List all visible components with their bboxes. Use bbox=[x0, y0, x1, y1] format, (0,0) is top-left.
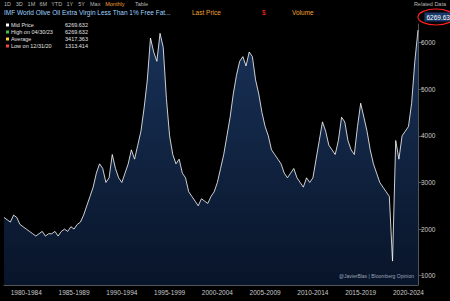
svg-text:Low on 12/31/20: Low on 12/31/20 bbox=[11, 43, 52, 49]
svg-text:2020-2024: 2020-2024 bbox=[393, 289, 424, 296]
svg-text:Max: Max bbox=[90, 1, 101, 7]
svg-text:4000: 4000 bbox=[421, 132, 436, 139]
svg-text:1313.414: 1313.414 bbox=[65, 43, 88, 49]
svg-text:2005-2009: 2005-2009 bbox=[250, 289, 281, 296]
svg-text:High on 04/30/23: High on 04/30/23 bbox=[11, 29, 53, 35]
svg-text:3000: 3000 bbox=[421, 179, 436, 186]
svg-text:1980-1984: 1980-1984 bbox=[11, 289, 42, 296]
svg-text:Volume: Volume bbox=[292, 9, 314, 16]
svg-text:Monthly: Monthly bbox=[105, 1, 125, 7]
svg-text:3D: 3D bbox=[16, 1, 23, 7]
svg-text:2015-2019: 2015-2019 bbox=[345, 289, 376, 296]
svg-text:1995-1999: 1995-1999 bbox=[154, 289, 185, 296]
svg-text:$: $ bbox=[262, 9, 266, 16]
svg-text:1M: 1M bbox=[28, 1, 36, 7]
svg-text:Related Data: Related Data bbox=[414, 1, 447, 7]
svg-text:1985-1989: 1985-1989 bbox=[59, 289, 90, 296]
svg-text:5Y: 5Y bbox=[78, 1, 85, 7]
svg-text:2000: 2000 bbox=[421, 226, 436, 233]
svg-text:6269.632: 6269.632 bbox=[65, 22, 88, 28]
svg-text:2000-2004: 2000-2004 bbox=[202, 289, 233, 296]
svg-text:Average: Average bbox=[11, 36, 31, 42]
svg-text:Table: Table bbox=[135, 1, 148, 7]
svg-text:5000: 5000 bbox=[421, 86, 436, 93]
svg-text:YTD: YTD bbox=[51, 1, 62, 7]
svg-text:Mid Price: Mid Price bbox=[11, 22, 34, 28]
svg-text:6269.632: 6269.632 bbox=[426, 14, 450, 21]
svg-text:1000: 1000 bbox=[421, 272, 436, 279]
svg-text:6269.632: 6269.632 bbox=[65, 29, 88, 35]
svg-text:1Y: 1Y bbox=[66, 1, 73, 7]
svg-text:Last Price: Last Price bbox=[192, 9, 221, 16]
svg-text:6M: 6M bbox=[39, 1, 47, 7]
svg-text:1990-1994: 1990-1994 bbox=[106, 289, 137, 296]
svg-text:3417.363: 3417.363 bbox=[65, 36, 88, 42]
svg-text:1D: 1D bbox=[4, 1, 11, 7]
svg-text:6000: 6000 bbox=[421, 39, 436, 46]
svg-text:IMF World Olive Oil Extra Virg: IMF World Olive Oil Extra Virgin Less Th… bbox=[4, 9, 171, 17]
svg-text:2010-2014: 2010-2014 bbox=[297, 289, 328, 296]
svg-text:@JavierBlas | Bloomberg Opinio: @JavierBlas | Bloomberg Opinion bbox=[339, 273, 414, 279]
